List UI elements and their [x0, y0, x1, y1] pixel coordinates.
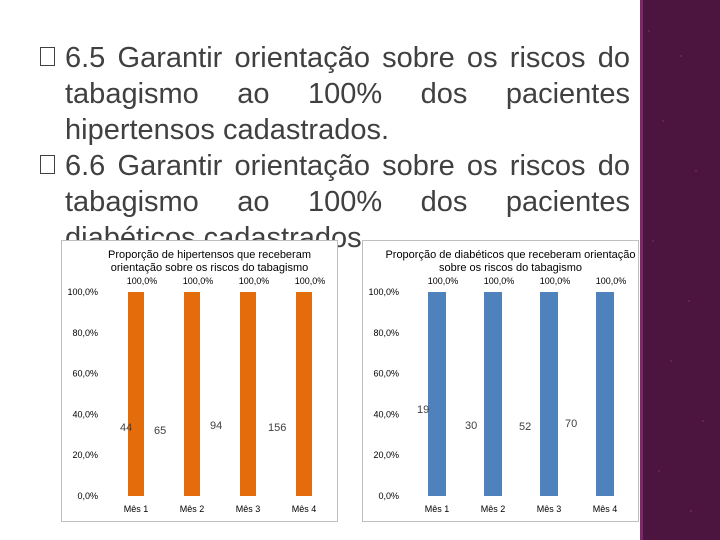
chart-title: Proporção de diabéticos que receberam or…: [385, 249, 636, 274]
bar-value-label: 100,0%: [239, 276, 270, 286]
x-tick-label: Mês 3: [236, 504, 261, 514]
bar: [540, 292, 558, 496]
bar-count-label: 19: [417, 404, 429, 416]
y-tick-label: 0,0%: [77, 491, 98, 501]
chart-plot: 0,0% 20,0% 40,0% 60,0% 80,0% 100,0% 100,0% 19 Mê…: [368, 276, 627, 514]
bar-count-label: 30: [465, 420, 477, 432]
bullet-text: 6.5 Garantir orientação sobre os riscos …: [65, 42, 630, 146]
bar-count-label: 70: [565, 418, 577, 430]
x-tick-label: Mês 4: [292, 504, 317, 514]
bar-count-label: 94: [210, 420, 222, 432]
y-tick-label: 20,0%: [373, 450, 399, 460]
y-tick-label: 60,0%: [72, 369, 98, 379]
bar: [296, 292, 312, 496]
chart-title: Proporção de hipertensos que receberam o…: [107, 249, 311, 274]
y-tick-label: 40,0%: [373, 409, 399, 419]
bullet-list: 6.5 Garantir orientação sobre os riscos …: [40, 40, 630, 256]
bullet-box-icon: [40, 155, 55, 174]
bar: [128, 292, 144, 496]
bullet-item: 6.5 Garantir orientação sobre os riscos …: [40, 40, 630, 148]
x-tick-label: Mês 1: [124, 504, 149, 514]
x-tick-label: Mês 2: [481, 504, 506, 514]
bar-value-label: 100,0%: [295, 276, 326, 286]
bar: [184, 292, 200, 496]
bar-count-label: 65: [154, 425, 166, 437]
bar: [596, 292, 614, 496]
bar-count-label: 52: [519, 421, 531, 433]
x-tick-label: Mês 1: [425, 504, 450, 514]
bar-value-label: 100,0%: [127, 276, 158, 286]
bullet-text: 6.6 Garantir orientação sobre os riscos …: [65, 150, 630, 254]
chart-plot: 0,0% 20,0% 40,0% 60,0% 80,0% 100,0% 100,0% 44 Mê…: [67, 276, 326, 514]
bar-count-label: 156: [268, 422, 286, 434]
sidebar-texture: [648, 30, 704, 512]
bar: [428, 292, 446, 496]
bar: [484, 292, 502, 496]
y-tick-label: 20,0%: [72, 450, 98, 460]
x-tick-label: Mês 2: [180, 504, 205, 514]
bar-value-label: 100,0%: [183, 276, 214, 286]
diabeticos-chart: Proporção de diabéticos que receberam or…: [362, 240, 639, 522]
bar-value-label: 100,0%: [540, 276, 571, 286]
x-tick-label: Mês 3: [537, 504, 562, 514]
bullet-box-icon: [40, 47, 55, 66]
y-tick-label: 40,0%: [72, 409, 98, 419]
decorative-sidebar: [640, 0, 720, 540]
bar-count-label: 44: [120, 422, 132, 434]
hipertensos-chart: Proporção de hipertensos que receberam o…: [61, 240, 338, 522]
y-tick-label: 100,0%: [67, 287, 98, 297]
x-tick-label: Mês 4: [593, 504, 618, 514]
sidebar-divider: [640, 0, 643, 540]
bar: [240, 292, 256, 496]
y-tick-label: 0,0%: [378, 491, 399, 501]
y-tick-label: 100,0%: [368, 287, 399, 297]
bar-value-label: 100,0%: [596, 276, 627, 286]
y-tick-label: 80,0%: [373, 328, 399, 338]
y-tick-label: 60,0%: [373, 369, 399, 379]
bar-value-label: 100,0%: [428, 276, 459, 286]
bar-value-label: 100,0%: [484, 276, 515, 286]
y-tick-label: 80,0%: [72, 328, 98, 338]
